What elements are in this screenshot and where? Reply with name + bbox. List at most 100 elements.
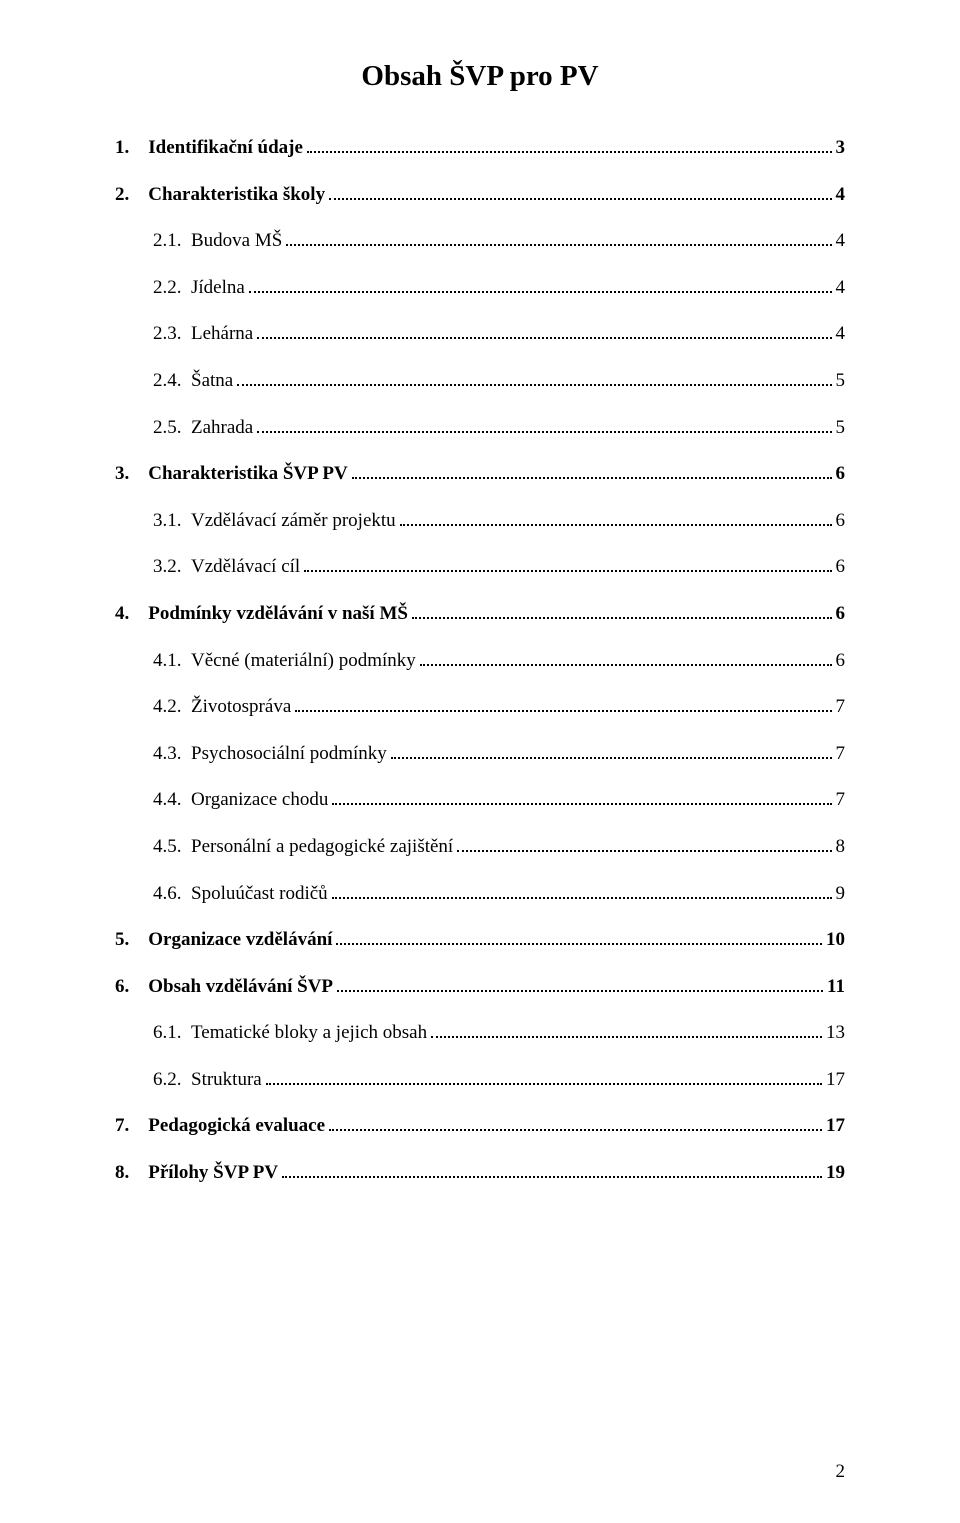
toc-entry-page: 9 bbox=[836, 881, 846, 908]
toc-entry-number: 3.2. bbox=[153, 554, 191, 581]
toc-entry-number: 2.2. bbox=[153, 275, 191, 302]
toc-entry: 2.4. Šatna 5 bbox=[153, 368, 845, 395]
toc-entry-label: Identifikační údaje bbox=[148, 135, 303, 162]
toc-entry-label: Charakteristika ŠVP PV bbox=[148, 461, 348, 488]
toc-entry-label: Charakteristika školy bbox=[148, 182, 325, 209]
toc-entry: 3. Charakteristika ŠVP PV 6 bbox=[115, 461, 845, 488]
toc-leader-dots bbox=[336, 943, 822, 945]
toc-entry-number: 4.3. bbox=[153, 741, 191, 768]
toc-entry-number: 8. bbox=[115, 1160, 148, 1187]
toc-entry-page: 3 bbox=[836, 135, 846, 162]
toc-entry: 4.3. Psychosociální podmínky 7 bbox=[153, 741, 845, 768]
toc-entry-page: 6 bbox=[836, 648, 846, 675]
toc-leader-dots bbox=[457, 850, 831, 852]
toc-entry: 2.1. Budova MŠ 4 bbox=[153, 228, 845, 255]
toc-entry-number: 4.5. bbox=[153, 834, 191, 861]
table-of-contents: 1. Identifikační údaje 3 2. Charakteristi… bbox=[115, 135, 845, 1187]
toc-entry-page: 4 bbox=[836, 182, 846, 209]
toc-leader-dots bbox=[286, 244, 831, 246]
toc-leader-dots bbox=[249, 291, 832, 293]
toc-entry-page: 7 bbox=[836, 694, 846, 721]
toc-entry-number: 6.2. bbox=[153, 1067, 191, 1094]
toc-entry: 8. Přílohy ŠVP PV 19 bbox=[115, 1160, 845, 1187]
toc-entry: 1. Identifikační údaje 3 bbox=[115, 135, 845, 162]
toc-entry-page: 6 bbox=[836, 508, 846, 535]
toc-entry-number: 5. bbox=[115, 927, 148, 954]
toc-leader-dots bbox=[332, 803, 831, 805]
toc-entry-page: 5 bbox=[836, 415, 846, 442]
toc-entry-number: 4.4. bbox=[153, 787, 191, 814]
toc-entry-page: 8 bbox=[836, 834, 846, 861]
toc-entry: 2.3. Lehárna 4 bbox=[153, 321, 845, 348]
toc-leader-dots bbox=[282, 1176, 822, 1178]
toc-entry-label: Lehárna bbox=[191, 321, 253, 348]
toc-entry: 2. Charakteristika školy 4 bbox=[115, 182, 845, 209]
toc-entry-page: 11 bbox=[827, 974, 845, 1001]
toc-entry-label: Jídelna bbox=[191, 275, 245, 302]
toc-entry: 4.1. Věcné (materiální) podmínky 6 bbox=[153, 648, 845, 675]
toc-leader-dots bbox=[329, 1129, 822, 1131]
toc-entry-label: Struktura bbox=[191, 1067, 262, 1094]
toc-entry-label: Vzdělávací záměr projektu bbox=[191, 508, 396, 535]
toc-entry-page: 10 bbox=[826, 927, 845, 954]
toc-entry-page: 13 bbox=[826, 1020, 845, 1047]
toc-entry-label: Pedagogická evaluace bbox=[148, 1113, 325, 1140]
toc-entry-label: Vzdělávací cíl bbox=[191, 554, 300, 581]
toc-entry-label: Zahrada bbox=[191, 415, 253, 442]
toc-leader-dots bbox=[420, 664, 832, 666]
toc-entry-page: 7 bbox=[836, 741, 846, 768]
toc-entry: 4.4. Organizace chodu 7 bbox=[153, 787, 845, 814]
toc-leader-dots bbox=[431, 1036, 822, 1038]
toc-entry-label: Obsah vzdělávání ŠVP bbox=[148, 974, 333, 1001]
toc-leader-dots bbox=[257, 337, 831, 339]
toc-entry-page: 17 bbox=[826, 1113, 845, 1140]
toc-entry-number: 4.6. bbox=[153, 881, 191, 908]
toc-entry-number: 3. bbox=[115, 461, 148, 488]
toc-entry: 3.2. Vzdělávací cíl 6 bbox=[153, 554, 845, 581]
toc-entry-page: 7 bbox=[836, 787, 846, 814]
toc-entry-label: Budova MŠ bbox=[191, 228, 282, 255]
toc-entry: 2.2. Jídelna 4 bbox=[153, 275, 845, 302]
toc-entry: 6.1. Tematické bloky a jejich obsah 13 bbox=[153, 1020, 845, 1047]
toc-entry-number: 4. bbox=[115, 601, 148, 628]
toc-entry: 6.2. Struktura 17 bbox=[153, 1067, 845, 1094]
toc-entry-number: 4.1. bbox=[153, 648, 191, 675]
toc-entry-number: 6.1. bbox=[153, 1020, 191, 1047]
toc-entry: 6. Obsah vzdělávání ŠVP 11 bbox=[115, 974, 845, 1001]
toc-entry-label: Psychosociální podmínky bbox=[191, 741, 387, 768]
toc-leader-dots bbox=[329, 198, 831, 200]
toc-entry: 5. Organizace vzdělávání 10 bbox=[115, 927, 845, 954]
toc-entry-number: 2.4. bbox=[153, 368, 191, 395]
toc-entry: 2.5. Zahrada 5 bbox=[153, 415, 845, 442]
toc-entry-label: Přílohy ŠVP PV bbox=[148, 1160, 278, 1187]
toc-leader-dots bbox=[307, 151, 832, 153]
toc-entry: 4.2. Životospráva 7 bbox=[153, 694, 845, 721]
toc-entry-label: Spoluúčast rodičů bbox=[191, 881, 328, 908]
toc-leader-dots bbox=[295, 710, 831, 712]
toc-entry-number: 2.1. bbox=[153, 228, 191, 255]
toc-leader-dots bbox=[257, 431, 831, 433]
toc-entry: 4. Podmínky vzdělávání v naší MŠ 6 bbox=[115, 601, 845, 628]
toc-entry-page: 6 bbox=[836, 461, 846, 488]
toc-entry-label: Věcné (materiální) podmínky bbox=[191, 648, 416, 675]
toc-entry-label: Personální a pedagogické zajištění bbox=[191, 834, 453, 861]
toc-leader-dots bbox=[391, 757, 832, 759]
toc-entry-page: 19 bbox=[826, 1160, 845, 1187]
toc-entry-number: 2. bbox=[115, 182, 148, 209]
toc-entry-page: 4 bbox=[836, 228, 846, 255]
toc-entry: 4.5. Personální a pedagogické zajištění … bbox=[153, 834, 845, 861]
toc-leader-dots bbox=[412, 617, 832, 619]
toc-entry: 7. Pedagogická evaluace 17 bbox=[115, 1113, 845, 1140]
toc-entry-label: Životospráva bbox=[191, 694, 291, 721]
toc-entry-page: 6 bbox=[836, 601, 846, 628]
toc-entry-page: 4 bbox=[836, 275, 846, 302]
toc-entry: 3.1. Vzdělávací záměr projektu 6 bbox=[153, 508, 845, 535]
toc-entry-number: 6. bbox=[115, 974, 148, 1001]
toc-entry-page: 4 bbox=[836, 321, 846, 348]
toc-leader-dots bbox=[304, 570, 831, 572]
toc-entry-number: 2.5. bbox=[153, 415, 191, 442]
page-number: 2 bbox=[836, 1461, 846, 1483]
toc-entry-page: 17 bbox=[826, 1067, 845, 1094]
toc-entry-label: Tematické bloky a jejich obsah bbox=[191, 1020, 427, 1047]
toc-entry-label: Organizace vzdělávání bbox=[148, 927, 332, 954]
